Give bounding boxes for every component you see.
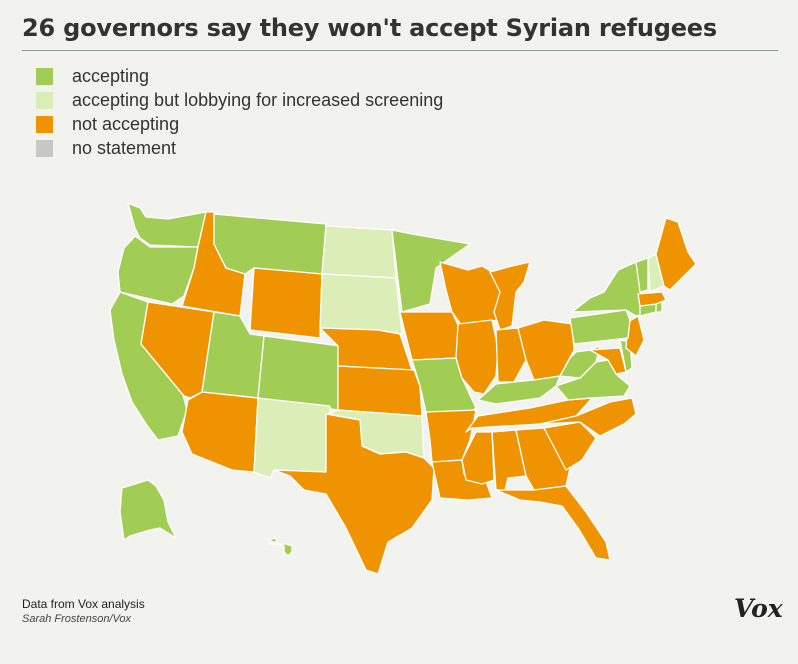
state-wy xyxy=(249,267,323,339)
title-rule xyxy=(22,50,778,51)
state-fl xyxy=(495,485,611,561)
legend-swatch-not-accepting xyxy=(36,115,53,133)
legend: accepting accepting but lobbying for inc… xyxy=(36,64,443,160)
legend-label: not accepting xyxy=(72,113,180,134)
legend-item-not-accepting: not accepting xyxy=(36,112,443,136)
state-nd xyxy=(321,225,397,279)
state-nm xyxy=(253,397,331,479)
legend-item-no-statement: no statement xyxy=(36,136,443,160)
chart-title: 26 governors say they won't accept Syria… xyxy=(22,14,717,42)
state-mt xyxy=(213,213,327,275)
state-me xyxy=(655,217,697,291)
legend-item-accepting: accepting xyxy=(36,64,443,88)
state-pa xyxy=(569,309,631,345)
legend-item-screening: accepting but lobbying for increased scr… xyxy=(36,88,443,112)
state-md xyxy=(589,347,627,375)
state-ks xyxy=(337,365,423,417)
legend-swatch-accepting xyxy=(36,67,53,85)
state-vt xyxy=(635,257,649,293)
state-nj xyxy=(625,315,645,357)
source-note: Data from Vox analysis xyxy=(22,597,145,611)
state-wv xyxy=(559,345,601,379)
credit-note: Sarah Frostenson/Vox xyxy=(22,613,132,625)
legend-swatch-screening xyxy=(36,91,53,109)
state-hi xyxy=(267,537,293,557)
legend-label: no statement xyxy=(72,137,177,158)
state-az xyxy=(181,391,259,473)
legend-swatch-no-statement xyxy=(36,139,53,157)
state-mi xyxy=(489,261,531,331)
state-mn xyxy=(391,229,471,313)
state-ia xyxy=(399,311,465,361)
us-states-map xyxy=(109,202,697,575)
state-sd xyxy=(319,273,403,335)
state-nc xyxy=(539,397,637,437)
legend-label: accepting xyxy=(72,65,150,86)
legend-label: accepting but lobbying for increased scr… xyxy=(72,89,444,110)
state-tx xyxy=(273,413,435,575)
state-sc xyxy=(543,421,597,471)
state-or xyxy=(117,235,199,305)
state-ma xyxy=(637,291,667,307)
state-ak xyxy=(119,479,177,541)
state-ms xyxy=(461,431,495,485)
vox-logo: Vox xyxy=(734,594,783,623)
state-in xyxy=(495,327,527,383)
